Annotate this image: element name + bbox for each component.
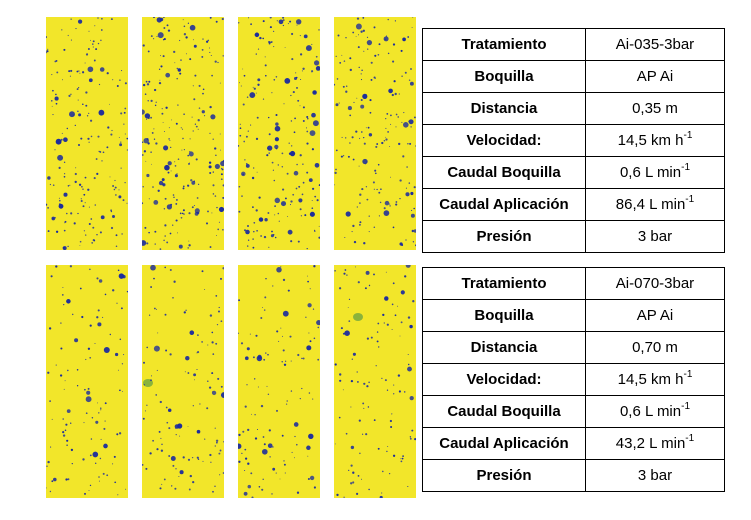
spec-label: Velocidad: xyxy=(422,124,586,157)
spray-card-top-4 xyxy=(334,17,416,250)
spec-value-text: 3 bar xyxy=(637,467,673,484)
spec-label: Velocidad: xyxy=(422,363,586,396)
spec-value: 0,70 m xyxy=(585,331,725,364)
spec-label: Caudal Aplicación xyxy=(422,188,586,221)
spec-value-text: 0,35 m xyxy=(632,100,678,117)
spec-value: 14,5 km h-1 xyxy=(585,124,725,157)
spec-value-text: 14,5 km h xyxy=(617,371,684,388)
spec-value: 3 bar xyxy=(585,459,725,492)
spec-row: Tratamiento Ai-070-3bar xyxy=(422,267,725,300)
spec-row: Tratamiento Ai-035-3bar xyxy=(422,28,725,61)
droplet-pattern xyxy=(142,17,224,250)
spec-table-top: Tratamiento Ai-035-3bar Boquilla AP Ai Dista… xyxy=(422,28,725,253)
spec-value-text: 0,6 L min xyxy=(619,403,682,420)
spray-card-bottom-3 xyxy=(238,265,320,498)
droplet-pattern xyxy=(334,17,416,250)
spec-label: Tratamiento xyxy=(422,267,586,300)
spec-row: Distancia 0,35 m xyxy=(422,92,725,125)
spec-label: Tratamiento xyxy=(422,28,586,61)
spec-label: Presión xyxy=(422,220,586,253)
spec-label: Distancia xyxy=(422,92,586,125)
spec-value: Ai-070-3bar xyxy=(585,267,725,300)
spec-value-text: Ai-035-3bar xyxy=(615,36,695,53)
droplet-pattern xyxy=(238,17,320,250)
spec-value-exponent: -1 xyxy=(685,194,695,205)
spec-label: Caudal Boquilla xyxy=(422,395,586,428)
spec-label: Caudal Aplicación xyxy=(422,427,586,460)
spec-value-exponent: -1 xyxy=(681,401,691,412)
spec-value-text: 14,5 km h xyxy=(617,132,684,149)
spray-card-top-2 xyxy=(142,17,224,250)
spec-row: Velocidad: 14,5 km h-1 xyxy=(422,363,725,396)
spec-value-text: AP Ai xyxy=(636,68,674,85)
spec-value: 0,6 L min-1 xyxy=(585,395,725,428)
spray-card-bottom-2 xyxy=(142,265,224,498)
spec-label: Caudal Boquilla xyxy=(422,156,586,189)
spec-label: Distancia xyxy=(422,331,586,364)
spec-row: Boquilla AP Ai xyxy=(422,60,725,93)
spec-table-bottom-body: Tratamiento Ai-070-3bar Boquilla AP Ai Dista… xyxy=(422,267,725,492)
spec-value: Ai-035-3bar xyxy=(585,28,725,61)
spec-row: Distancia 0,70 m xyxy=(422,331,725,364)
spec-row: Caudal Aplicación 86,4 L min-1 xyxy=(422,188,725,221)
spec-label: Presión xyxy=(422,459,586,492)
spec-value-text: Ai-070-3bar xyxy=(615,275,695,292)
spray-card-bottom-4 xyxy=(334,265,416,498)
spec-row: Presión 3 bar xyxy=(422,220,725,253)
spec-label: Boquilla xyxy=(422,299,586,332)
spec-value: AP Ai xyxy=(585,60,725,93)
droplet-pattern xyxy=(46,17,128,250)
spec-value-text: 0,6 L min xyxy=(619,164,682,181)
spray-card-top-3 xyxy=(238,17,320,250)
droplet-pattern xyxy=(238,265,320,498)
spec-value: 43,2 L min-1 xyxy=(585,427,725,460)
spec-value-text: 43,2 L min xyxy=(615,435,686,452)
spec-value-exponent: -1 xyxy=(685,433,695,444)
spec-table-bottom: Tratamiento Ai-070-3bar Boquilla AP Ai Dista… xyxy=(422,267,725,492)
spec-value-text: 86,4 L min xyxy=(615,196,686,213)
spec-row: Caudal Aplicación 43,2 L min-1 xyxy=(422,427,725,460)
spec-value: 0,35 m xyxy=(585,92,725,125)
spec-value: AP Ai xyxy=(585,299,725,332)
spray-card-bottom-1 xyxy=(46,265,128,498)
droplet-pattern xyxy=(46,265,128,498)
spec-value: 3 bar xyxy=(585,220,725,253)
spec-value: 14,5 km h-1 xyxy=(585,363,725,396)
spec-value-exponent: -1 xyxy=(681,162,691,173)
spec-row: Caudal Boquilla 0,6 L min-1 xyxy=(422,156,725,189)
spec-label: Boquilla xyxy=(422,60,586,93)
spec-value: 86,4 L min-1 xyxy=(585,188,725,221)
spec-row: Boquilla AP Ai xyxy=(422,299,725,332)
spec-row: Velocidad: 14,5 km h-1 xyxy=(422,124,725,157)
spec-row: Presión 3 bar xyxy=(422,459,725,492)
spec-row: Caudal Boquilla 0,6 L min-1 xyxy=(422,395,725,428)
spec-value-text: 3 bar xyxy=(637,228,673,245)
spec-value: 0,6 L min-1 xyxy=(585,156,725,189)
spec-value-text: AP Ai xyxy=(636,307,674,324)
spray-card-top-1 xyxy=(46,17,128,250)
droplet-pattern xyxy=(142,265,224,498)
droplet-pattern xyxy=(334,265,416,498)
spec-value-text: 0,70 m xyxy=(632,339,678,356)
spec-value-exponent: -1 xyxy=(683,130,693,141)
spec-table-top-body: Tratamiento Ai-035-3bar Boquilla AP Ai Dista… xyxy=(422,28,725,253)
spec-value-exponent: -1 xyxy=(683,369,693,380)
